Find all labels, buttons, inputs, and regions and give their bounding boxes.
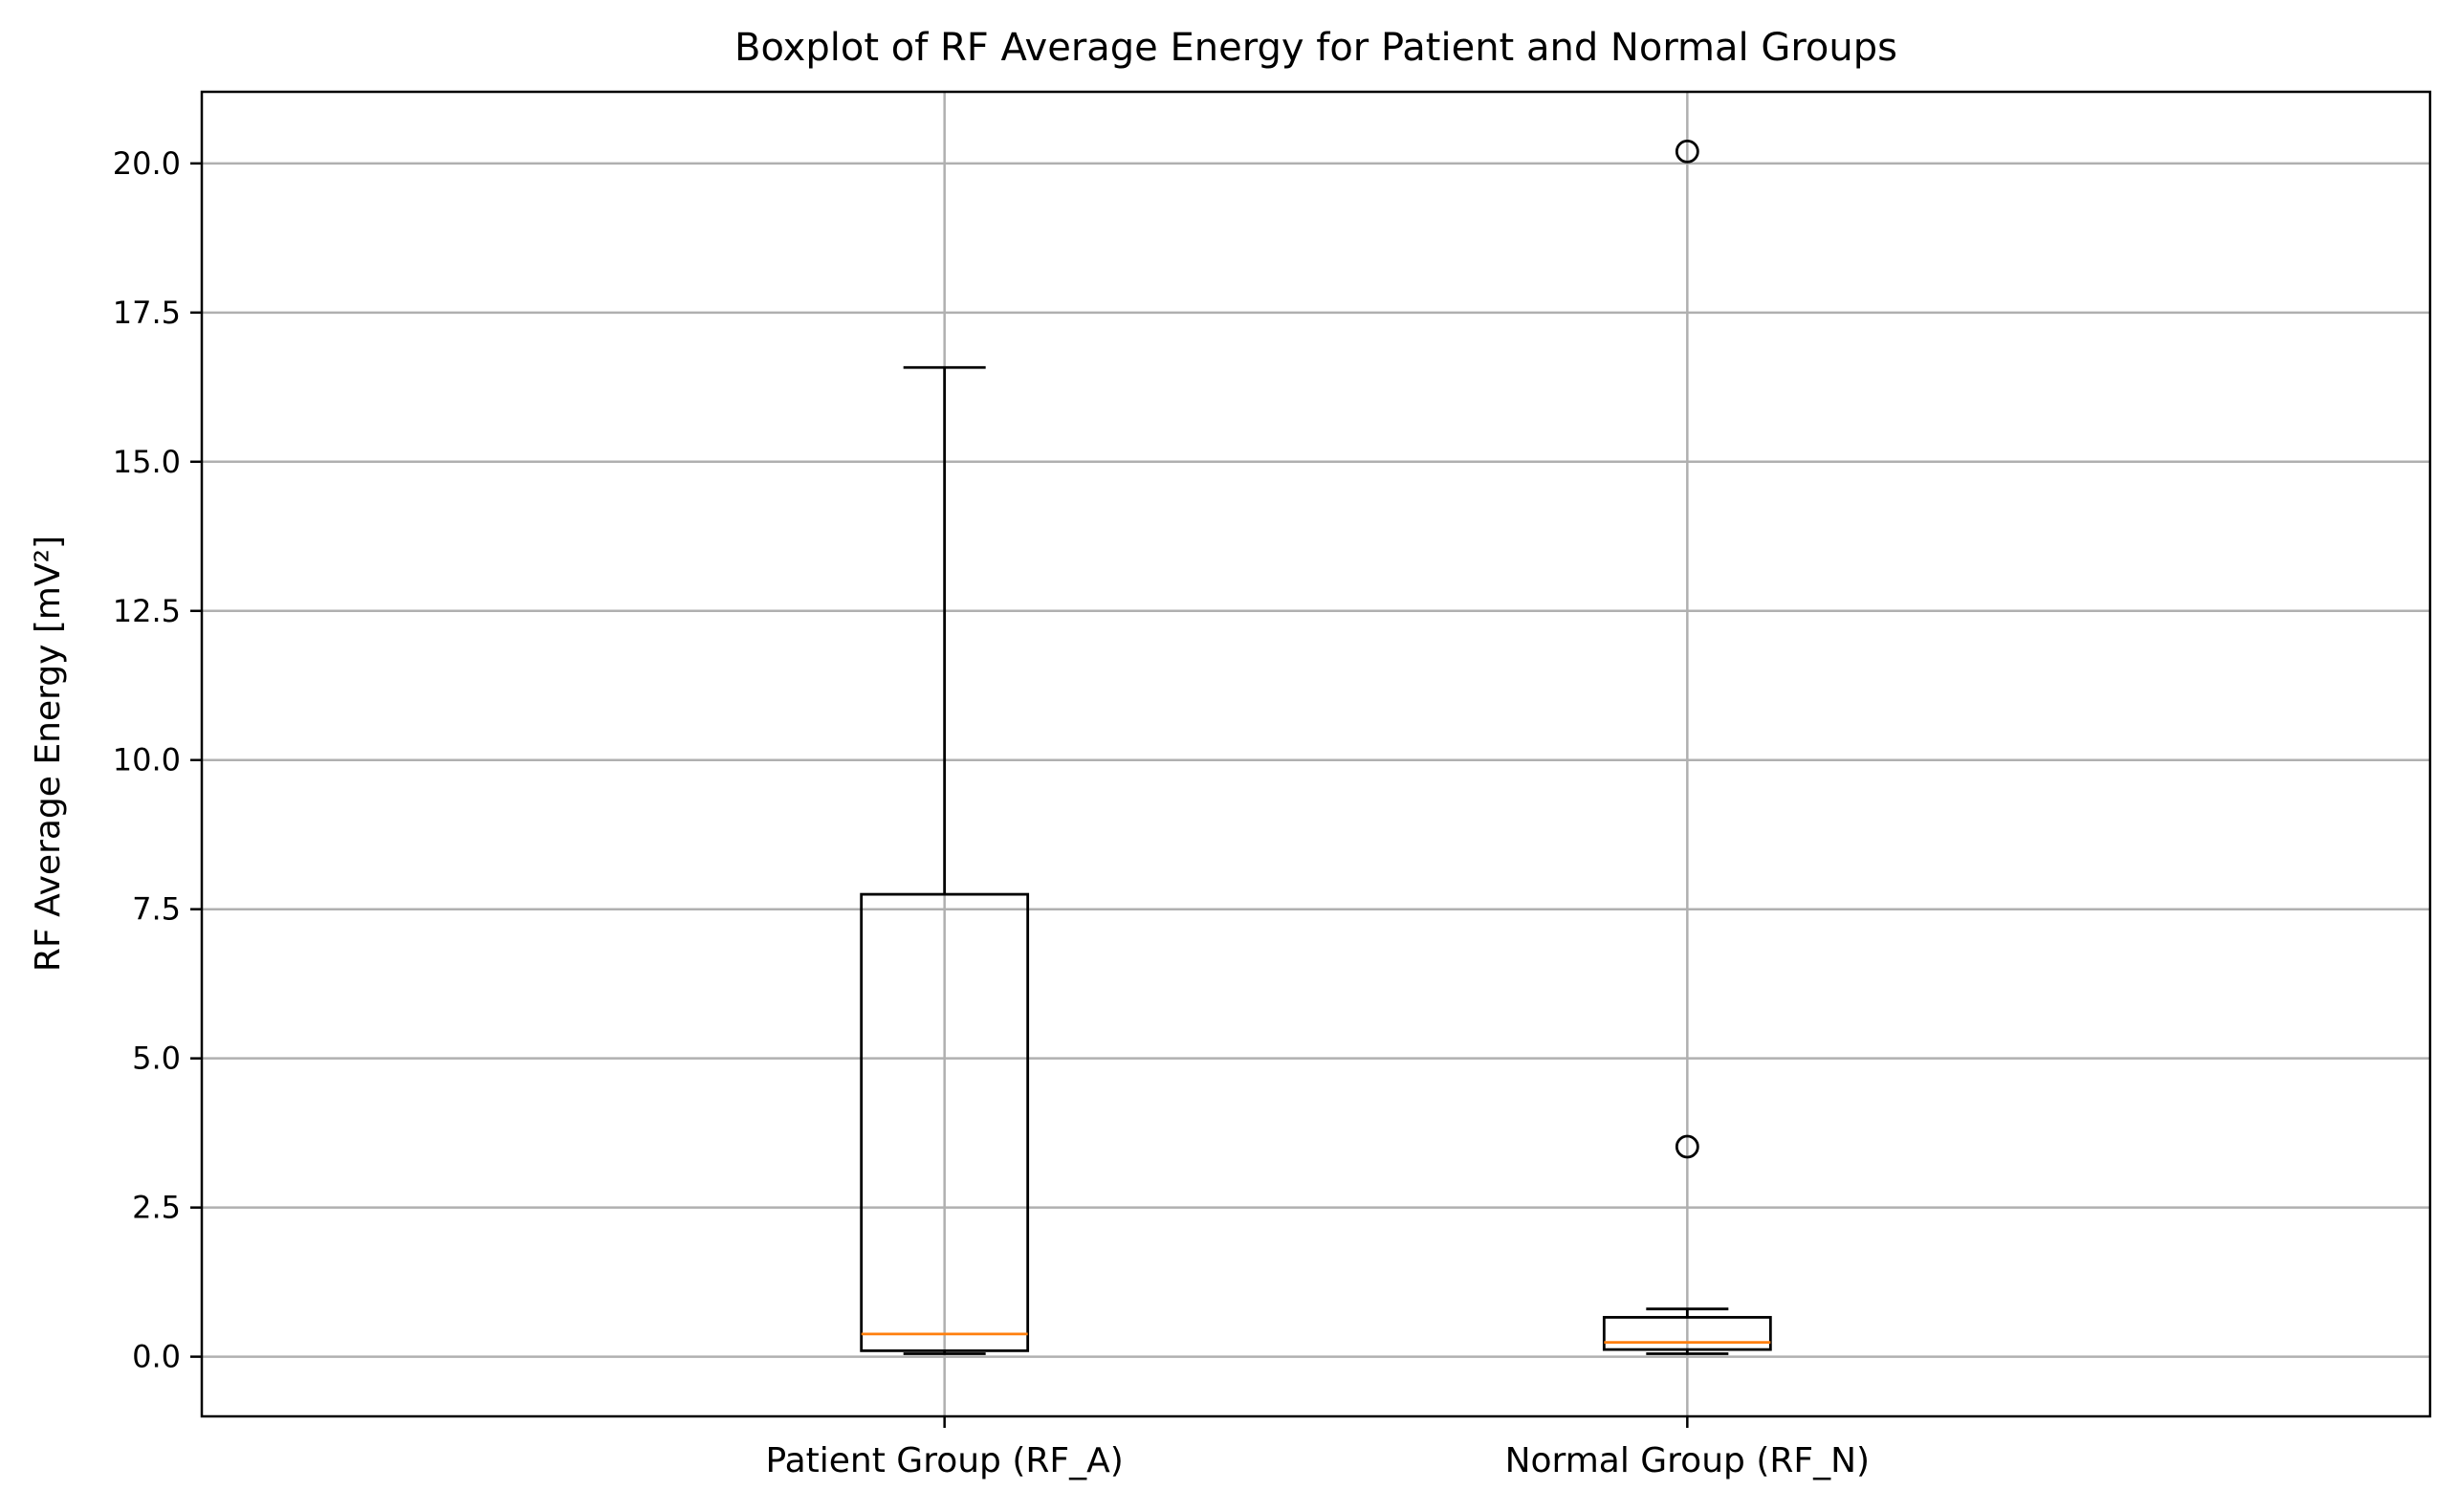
y-axis-label: RF Average Energy [mV²] [29,536,68,972]
x-tick-label: Normal Group (RF_N) [1505,1441,1870,1480]
y-tick-label: 12.5 [113,593,181,629]
y-tick-label: 2.5 [132,1190,181,1226]
x-tick-label: Patient Group (RF_A) [766,1441,1124,1480]
grid [202,92,2430,1416]
y-tick-label: 0.0 [132,1339,181,1375]
outlier-point [1675,1134,1699,1159]
box-iqr [860,892,1030,1352]
y-tick-label: 15.0 [113,444,181,480]
y-tick-label: 5.0 [132,1041,181,1077]
chart-title: Boxplot of RF Average Energy for Patient… [734,26,1897,70]
y-tick-label: 20.0 [113,145,181,182]
y-tick-label: 7.5 [132,891,181,928]
boxes [860,139,1772,1355]
y-tick-label: 10.0 [113,742,181,778]
outlier-point [1675,139,1699,164]
y-tick-label: 17.5 [113,295,181,331]
ticks: 0.0 2.5 5.0 7.5 10.0 12.5 15.0 17.5 20.0 Patient … [113,145,1870,1480]
box-iqr [1602,1316,1772,1351]
axes-frame [200,90,2432,1418]
